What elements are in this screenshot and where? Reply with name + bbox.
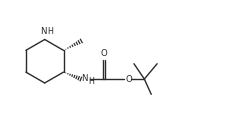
Text: N: N xyxy=(40,27,46,36)
Text: O: O xyxy=(101,49,108,58)
Text: N: N xyxy=(81,74,88,83)
Text: H: H xyxy=(88,77,94,86)
Text: O: O xyxy=(125,75,132,84)
Text: H: H xyxy=(47,27,53,36)
